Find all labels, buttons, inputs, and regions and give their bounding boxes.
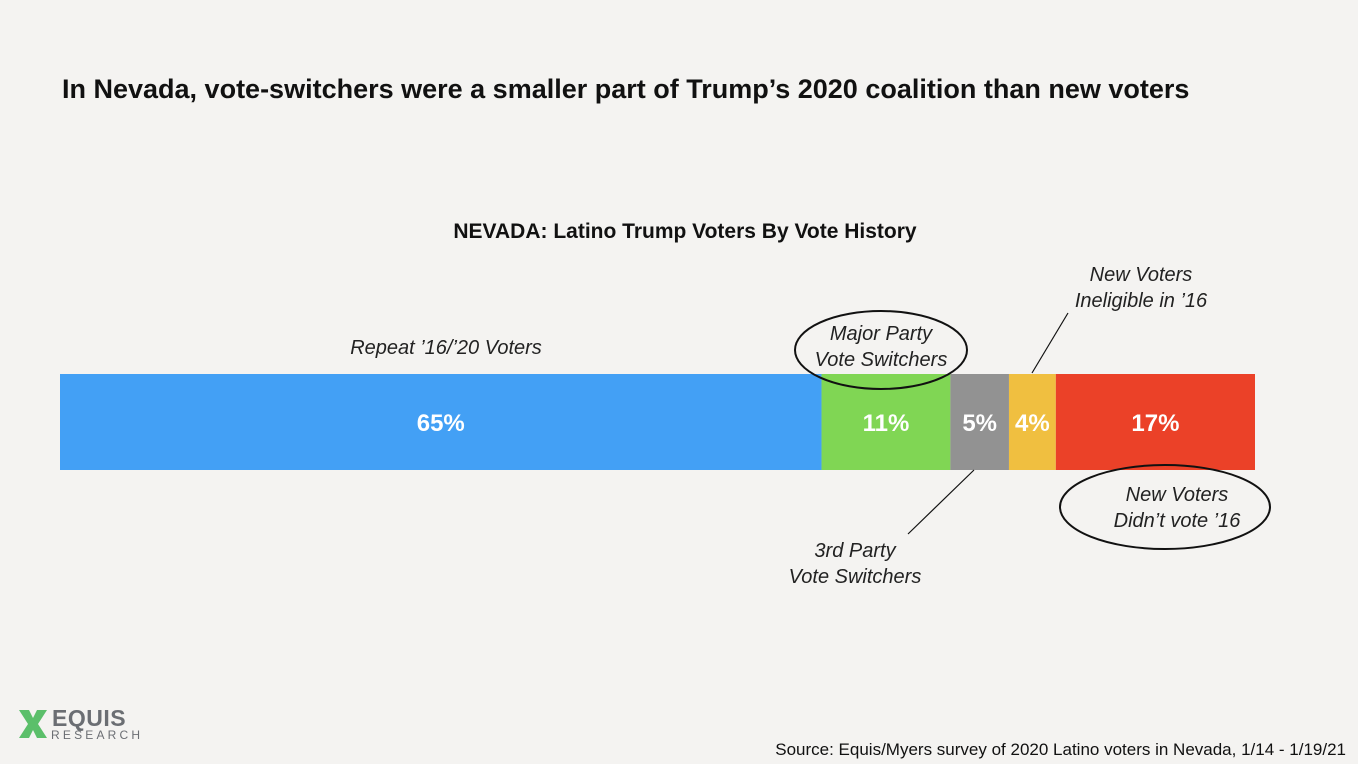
annotation-leader-line <box>907 469 975 535</box>
source-note: Source: Equis/Myers survey of 2020 Latin… <box>775 740 1346 759</box>
equis-x-mark-icon <box>19 710 47 738</box>
bar-segment-major-party-vote-switchers <box>821 374 951 470</box>
bar-segment-new-voters-didn-t-vote-16 <box>1055 374 1255 470</box>
bar-segment-3rd-party-vote-switchers <box>950 374 1009 470</box>
logo-subtitle: RESEARCH <box>51 728 144 742</box>
bar-segment-repeat-16-20-voters <box>60 374 822 470</box>
logo-wordmark: EQUIS <box>52 705 127 731</box>
annotation-3rd-party-vote-switchers: 3rd Party Vote Switchers <box>789 469 975 588</box>
annotation-text: New Voters Didn’t vote ’16 <box>1114 484 1242 532</box>
bar-segments <box>60 374 1255 470</box>
annotation-text: Major Party Vote Switchers <box>815 323 948 371</box>
annotation-major-party-vote-switchers: Major Party Vote Switchers <box>794 310 968 390</box>
bar-value-label-new-voters-didn-t-vote-16: 17% <box>1131 410 1179 437</box>
bar-value-label-major-party-vote-switchers: 11% <box>863 410 910 437</box>
segment-annotations: Repeat ’16/’20 Voters Major Party Vote Swi… <box>350 264 1271 588</box>
bar-segment-new-voters-ineligible-in-16 <box>1008 374 1056 470</box>
annotation-circle <box>1059 464 1271 550</box>
bar-value-label-repeat-16-20-voters: 65% <box>417 410 465 437</box>
bar-value-labels: 65% 11% 5% 4% 17% <box>417 410 1180 437</box>
annotation-text: New Voters Ineligible in ’16 <box>1075 264 1208 312</box>
bar-value-label-3rd-party-vote-switchers: 5% <box>962 410 997 437</box>
equis-logo: EQUIS RESEARCH <box>18 705 158 746</box>
annotation-new-voters-ineligible-in-16: New Voters Ineligible in ’16 <box>1031 264 1208 374</box>
bar-value-label-new-voters-ineligible-in-16: 4% <box>1015 410 1050 437</box>
chart-title: NEVADA: Latino Trump Voters By Vote Hist… <box>453 220 917 243</box>
annotation-repeat-16-20-voters: Repeat ’16/’20 Voters <box>350 337 542 359</box>
annotation-circle <box>794 310 968 390</box>
headline: In Nevada, vote-switchers were a smaller… <box>62 74 1190 104</box>
annotation-leader-line <box>1031 312 1069 374</box>
annotation-text: Repeat ’16/’20 Voters <box>350 337 542 359</box>
annotation-new-voters-didn-t-vote-16: New Voters Didn’t vote ’16 <box>1059 464 1271 550</box>
annotation-text: 3rd Party Vote Switchers <box>789 540 922 588</box>
